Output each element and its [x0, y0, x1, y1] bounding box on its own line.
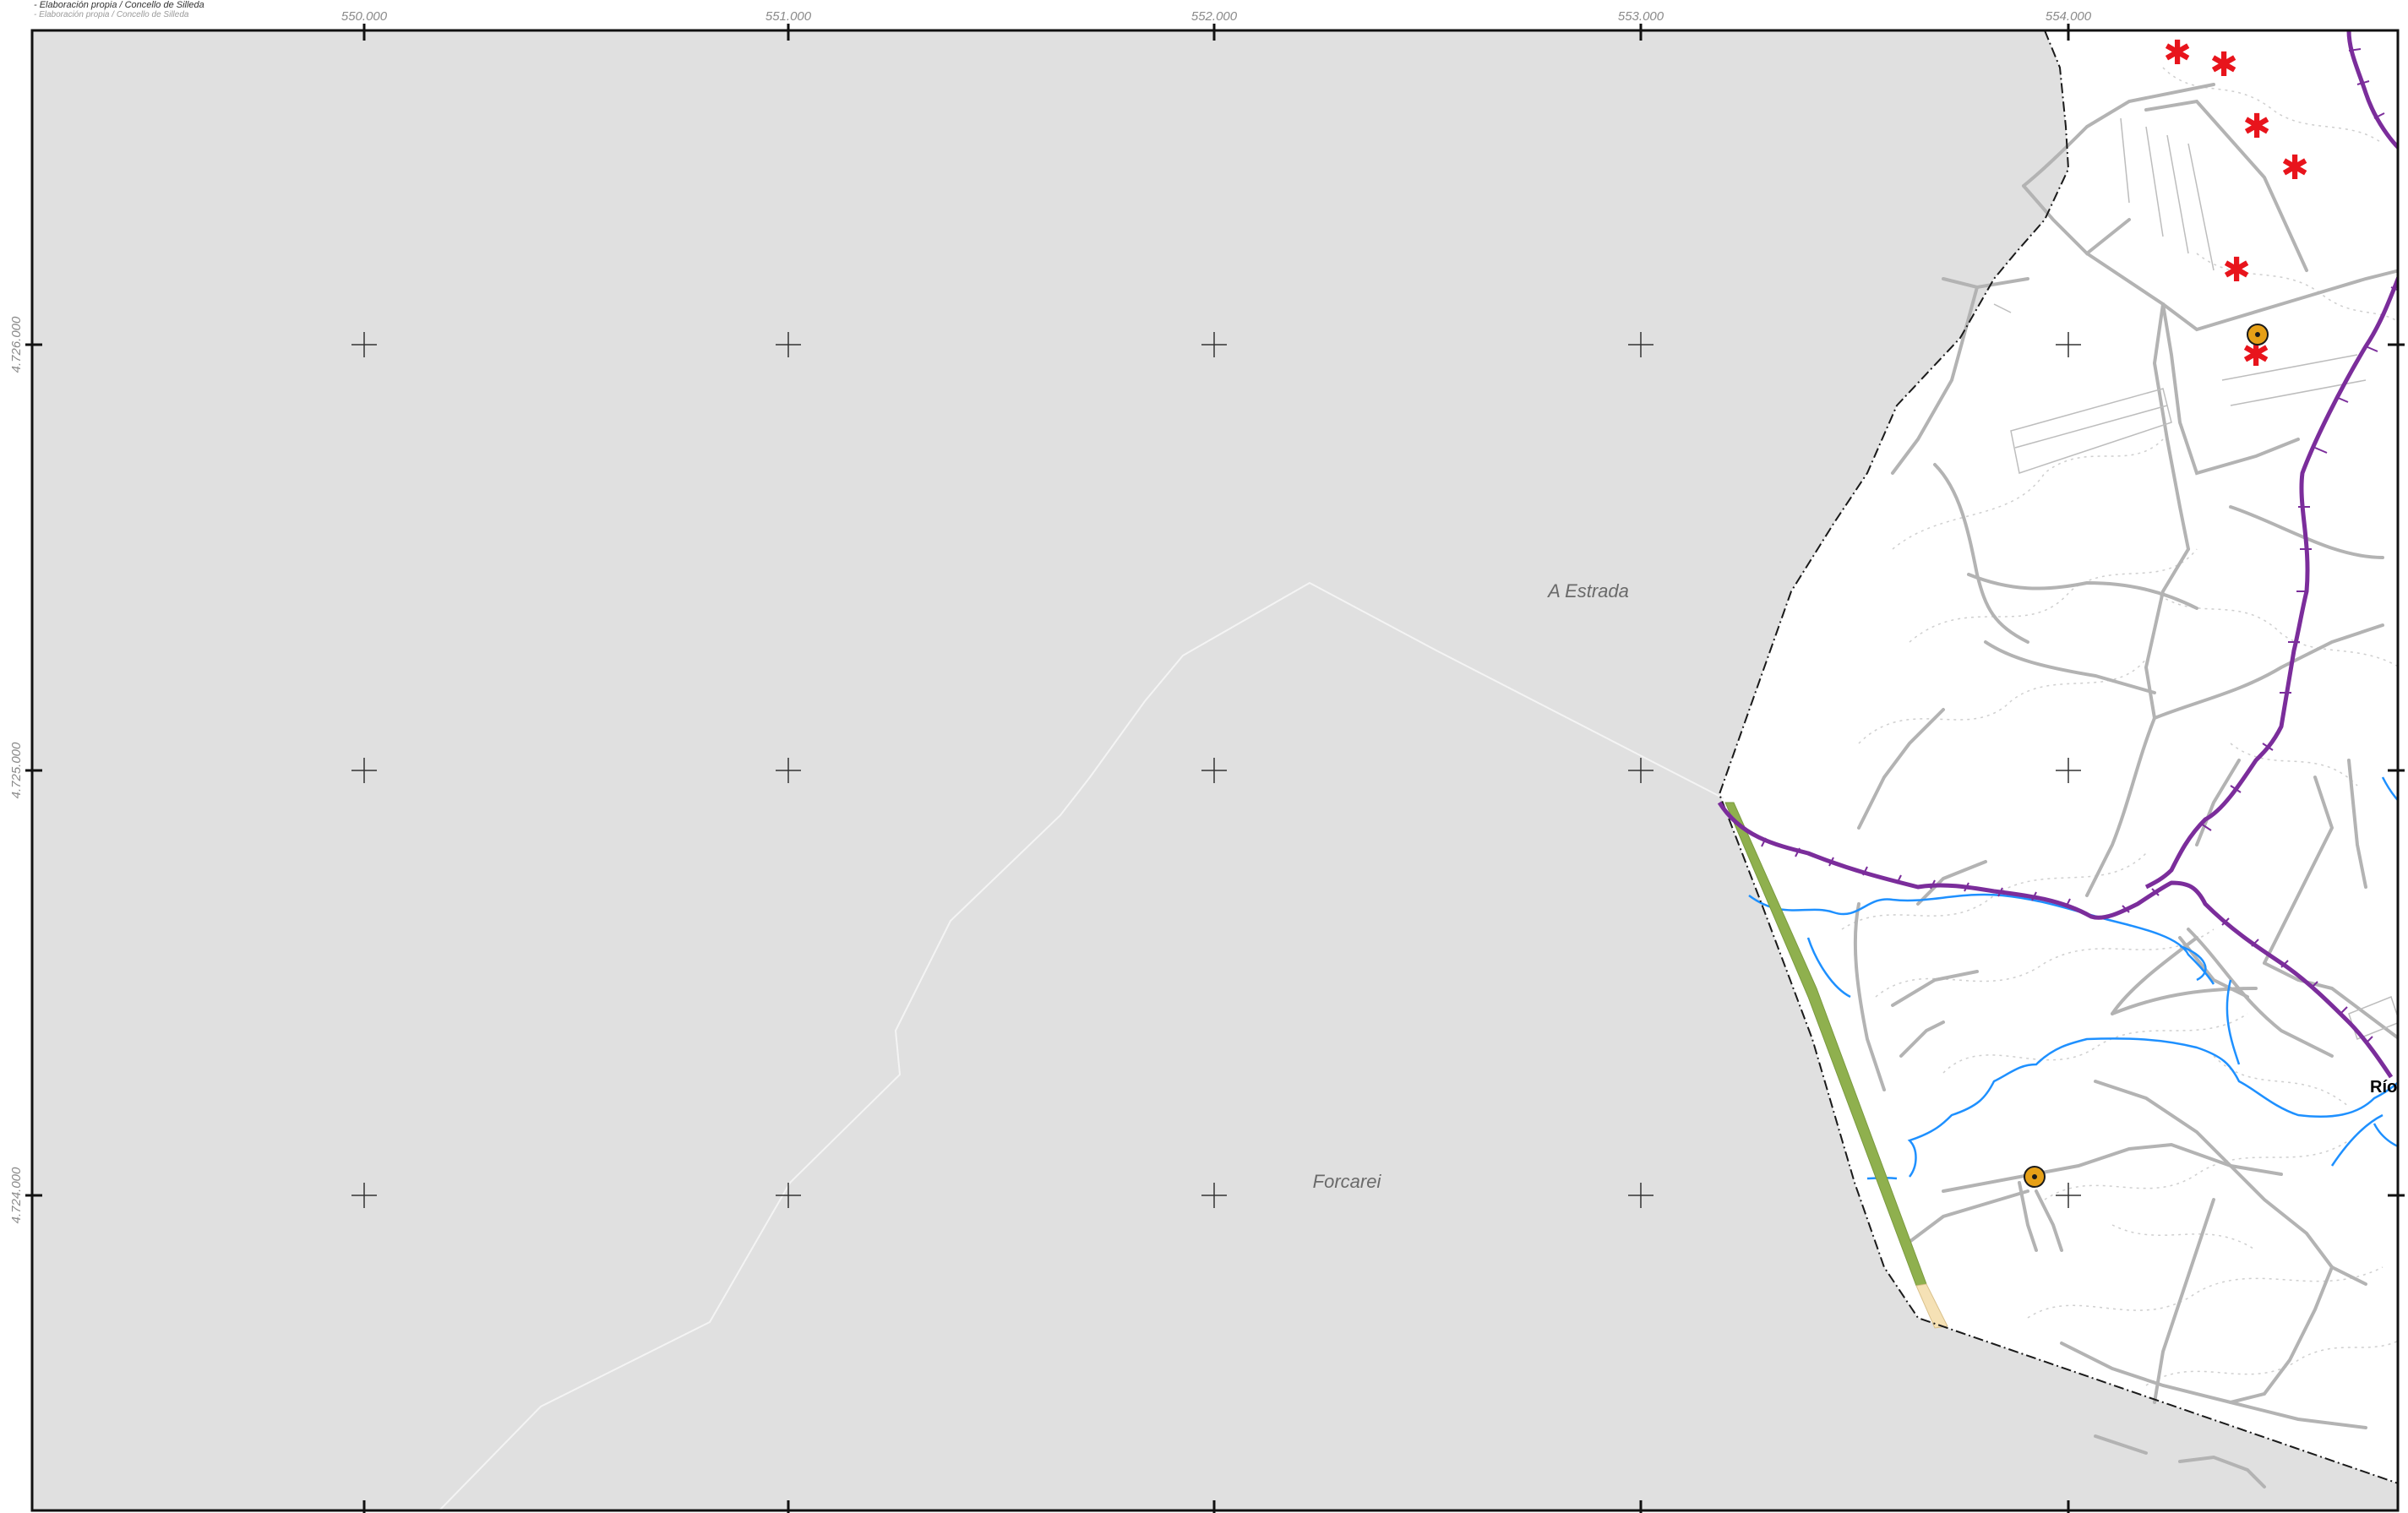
red-marker-2: ✱	[2209, 46, 2238, 84]
y-tick-label-3: 4.724.000	[9, 1167, 24, 1223]
boundary-dashed-line	[1718, 30, 2398, 1484]
x-tick-label-3: 552.000	[1191, 9, 1238, 24]
purple-route	[1717, 30, 2398, 1079]
tan-strip	[1915, 1283, 1948, 1329]
x-tick-label-4: 553.000	[1618, 9, 1664, 24]
orange-marker-1[interactable]	[2247, 324, 2269, 346]
orange-marker-2[interactable]	[2024, 1166, 2046, 1188]
red-marker-1: ✱	[2163, 34, 2192, 73]
x-tick-label-2: 551.000	[765, 9, 812, 24]
credit-line-2: - Elaboración propia / Concello de Sille…	[34, 10, 189, 19]
red-marker-3: ✱	[2242, 107, 2271, 146]
y-tick-label-1: 4.726.000	[9, 316, 24, 373]
x-tick-label-1: 550.000	[341, 9, 388, 24]
map-credits: - Elaboración propia / Concello de Sille…	[34, 0, 204, 20]
label-forcarei: Forcarei	[1313, 1171, 1382, 1192]
credit-line-1: - Elaboración propia / Concello de Sille…	[34, 0, 204, 10]
label-a-estrada: A Estrada	[1546, 580, 1629, 601]
frame-ticks	[25, 24, 2405, 1513]
municipality-area	[1719, 30, 2398, 1483]
road-network	[1853, 83, 2398, 1489]
label-rio: Río	[2370, 1078, 2397, 1097]
x-tick-label-5: 554.000	[2046, 9, 2092, 24]
streams	[1748, 776, 2398, 1180]
red-marker-4: ✱	[2280, 149, 2309, 188]
y-tick-label-2: 4.725.000	[9, 742, 24, 798]
red-markers[interactable]: ✱ ✱ ✱ ✱ ✱ ✱	[2163, 34, 2309, 374]
red-marker-5: ✱	[2222, 251, 2251, 290]
municipal-boundary-line	[439, 581, 1724, 1510]
grid-crosses	[351, 332, 2081, 1208]
purple-route-ticks	[1761, 48, 2398, 1044]
